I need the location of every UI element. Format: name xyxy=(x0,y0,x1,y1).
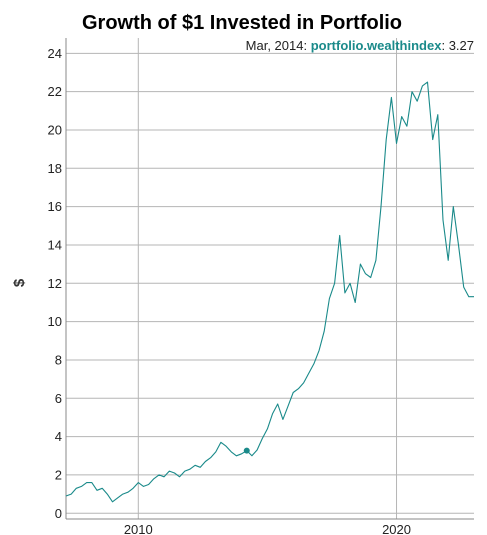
y-tick-label: 14 xyxy=(48,237,62,252)
x-tick-labels: 2010 2020 xyxy=(124,522,411,535)
series-group xyxy=(65,81,474,503)
hover-marker[interactable] xyxy=(243,447,250,454)
y-tick-label: 8 xyxy=(55,352,62,367)
y-tick-label: 16 xyxy=(48,199,62,214)
chart-title: Growth of $1 Invested in Portfolio xyxy=(82,12,402,34)
y-tick-label: 20 xyxy=(48,122,62,137)
y-tick-label: 22 xyxy=(48,84,62,99)
hover-date: Mar, 2014 xyxy=(246,38,304,53)
y-tick-label: 0 xyxy=(55,506,62,521)
y-tick-label: 12 xyxy=(48,276,62,291)
y-tick-label: 18 xyxy=(48,161,62,176)
x-tick-label: 2010 xyxy=(124,522,153,535)
axes xyxy=(65,38,474,520)
hover-series-name: portfolio.wealthindex xyxy=(311,38,442,53)
x-tick-label: 2020 xyxy=(382,522,411,535)
y-tick-label: 6 xyxy=(55,391,62,406)
gridlines xyxy=(66,38,474,519)
hover-value: 3.27 xyxy=(449,38,474,53)
hover-readout: Mar, 2014: portfolio.wealthindex: 3.27 xyxy=(246,38,474,53)
series-line xyxy=(65,81,474,503)
y-axis-label: $ xyxy=(11,278,28,287)
y-tick-label: 2 xyxy=(55,467,62,482)
y-tick-label: 4 xyxy=(55,429,62,444)
hover-sep1: : xyxy=(303,38,310,53)
y-tick-label: 10 xyxy=(48,314,62,329)
y-tick-label: 24 xyxy=(48,46,62,61)
hover-sep2: : xyxy=(441,38,448,53)
